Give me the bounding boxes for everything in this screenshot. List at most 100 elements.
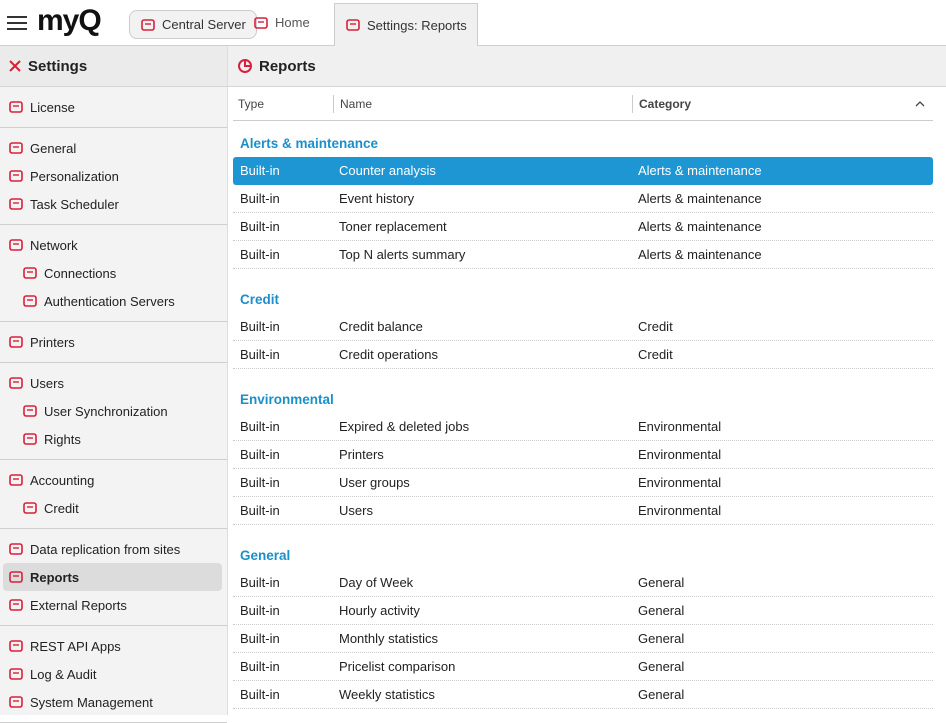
table-row[interactable]: Built-in Expired & deleted jobs Environmen… bbox=[233, 413, 933, 441]
menu-item[interactable]: Task Scheduler bbox=[0, 190, 227, 218]
menu-label: Network bbox=[30, 237, 78, 253]
table-row[interactable]: Built-in Credit operations Credit bbox=[233, 341, 933, 369]
table-row[interactable]: Built-in Credit balance Credit bbox=[233, 313, 933, 341]
table-row[interactable]: Built-in Counter analysis Alerts & mainten… bbox=[233, 157, 933, 185]
menu-item[interactable]: Accounting bbox=[0, 466, 227, 494]
menu-item[interactable]: Printers bbox=[0, 328, 227, 356]
table-cell: General bbox=[638, 603, 685, 618]
icon bbox=[23, 433, 37, 445]
tab[interactable]: Home bbox=[253, 0, 310, 45]
table-row[interactable]: Built-in Hourly activity General bbox=[233, 597, 933, 625]
menu-label: Data replication from sites bbox=[30, 541, 181, 557]
menu-item[interactable]: Reports bbox=[3, 563, 222, 591]
menu-label: System Management bbox=[30, 694, 153, 710]
table-cell: Built-in bbox=[240, 475, 280, 490]
menu-item[interactable]: License bbox=[0, 93, 227, 121]
menu-label: Rights bbox=[44, 431, 81, 447]
menu-label: Authentication Servers bbox=[44, 293, 175, 309]
menu-group: Printers bbox=[0, 322, 227, 363]
table-row[interactable]: Built-in Weekly statistics General bbox=[233, 681, 933, 709]
menu-label: License bbox=[30, 99, 75, 115]
table-header: Type Name Category bbox=[233, 87, 933, 121]
menu-item[interactable]: REST API Apps bbox=[0, 632, 227, 660]
table-cell: Pricelist comparison bbox=[339, 659, 456, 674]
table-cell: Environmental bbox=[638, 447, 722, 462]
table-row[interactable]: Built-in User groups Environmental bbox=[233, 469, 933, 497]
menu-button[interactable] bbox=[7, 14, 27, 32]
table-row[interactable]: Built-in Top N alerts summary Alerts & mai… bbox=[233, 241, 933, 269]
sidebar-header: Settings bbox=[0, 46, 227, 87]
menu-item[interactable]: Network bbox=[0, 231, 227, 259]
table-cell: User groups bbox=[339, 475, 410, 490]
table-cell: Weekly statistics bbox=[339, 687, 435, 702]
menu-item[interactable]: Rights bbox=[0, 425, 227, 453]
icon bbox=[23, 502, 37, 514]
table-row[interactable]: Built-in Event history Alerts & maintenanc… bbox=[233, 185, 933, 213]
table-cell: General bbox=[638, 659, 685, 674]
table-cell: General bbox=[638, 687, 685, 702]
table-cell: Alerts & maintenance bbox=[638, 219, 762, 234]
menu-label: General bbox=[30, 140, 77, 156]
menu-item[interactable]: Personalization bbox=[0, 162, 227, 190]
tab-label: Settings: Reports bbox=[367, 17, 467, 33]
group-title: General bbox=[240, 547, 291, 563]
icon bbox=[9, 543, 23, 555]
menu-item[interactable]: Authentication Servers bbox=[0, 287, 227, 315]
table-row[interactable]: Built-in Day of Week General bbox=[233, 569, 933, 597]
table-row[interactable]: Built-in Monthly statistics General bbox=[233, 625, 933, 653]
icon bbox=[9, 101, 23, 113]
table-row[interactable]: Built-in Printers Environmental bbox=[233, 441, 933, 469]
sidebar: Settings License General Personalization Ta… bbox=[0, 46, 228, 723]
table-cell: Built-in bbox=[240, 603, 280, 618]
table-cell: Built-in bbox=[240, 347, 280, 362]
icon bbox=[9, 696, 23, 708]
column-header[interactable]: Category bbox=[632, 94, 933, 113]
menu-label: Log & Audit bbox=[30, 666, 97, 682]
table-cell: Built-in bbox=[240, 447, 280, 462]
group-title: Alerts & maintenance bbox=[240, 135, 379, 151]
table-row[interactable]: Built-in Pricelist comparison General bbox=[233, 653, 933, 681]
menu-label: Credit bbox=[44, 500, 79, 516]
group-title: Environmental bbox=[240, 391, 334, 407]
menu-item[interactable]: Credit bbox=[0, 494, 227, 522]
menu-item[interactable]: Data replication from sites bbox=[0, 535, 227, 563]
main-title: Reports bbox=[259, 57, 316, 75]
menu-item[interactable]: Users bbox=[0, 369, 227, 397]
top-bar: myQ Central Server Home Settings: Reports bbox=[0, 0, 946, 46]
table-cell: Alerts & maintenance bbox=[638, 191, 762, 206]
column-header[interactable]: Name bbox=[333, 94, 632, 113]
table-cell: Counter analysis bbox=[339, 163, 436, 178]
icon bbox=[23, 295, 37, 307]
menu-label: Personalization bbox=[30, 168, 119, 184]
icon bbox=[9, 599, 23, 611]
tab[interactable]: Central Server bbox=[129, 10, 257, 39]
table-cell: Credit balance bbox=[339, 319, 423, 334]
menu-group: License bbox=[0, 87, 227, 128]
menu-label: External Reports bbox=[30, 597, 127, 613]
icon bbox=[141, 18, 155, 31]
table-cell: Built-in bbox=[240, 163, 280, 178]
table-cell: Printers bbox=[339, 447, 384, 462]
icon bbox=[9, 239, 23, 251]
menu-item[interactable]: System Management bbox=[0, 688, 227, 716]
table-cell: Built-in bbox=[240, 631, 280, 646]
column-header[interactable]: Type bbox=[233, 95, 333, 113]
icon bbox=[9, 668, 23, 680]
menu-item[interactable]: Connections bbox=[0, 259, 227, 287]
table-cell: Built-in bbox=[240, 247, 280, 262]
table-cell: Hourly activity bbox=[339, 603, 420, 618]
main-panel: Reports Type Name Category Alerts & mainten… bbox=[228, 46, 946, 715]
tab[interactable]: Settings: Reports bbox=[334, 3, 478, 46]
table-row[interactable]: Built-in Toner replacement Alerts & mainte… bbox=[233, 213, 933, 241]
table-row[interactable]: Built-in Users Environmental bbox=[233, 497, 933, 525]
menu-item[interactable]: User Synchronization bbox=[0, 397, 227, 425]
menu-item[interactable]: Log & Audit bbox=[0, 660, 227, 688]
menu-label: Users bbox=[30, 375, 64, 391]
report-table: Type Name Category Alerts & maintenance Buil… bbox=[233, 87, 933, 709]
table-cell: Built-in bbox=[240, 575, 280, 590]
icon bbox=[9, 640, 23, 652]
menu-item[interactable]: General bbox=[0, 134, 227, 162]
menu-item[interactable]: External Reports bbox=[0, 591, 227, 619]
table-cell: General bbox=[638, 631, 685, 646]
